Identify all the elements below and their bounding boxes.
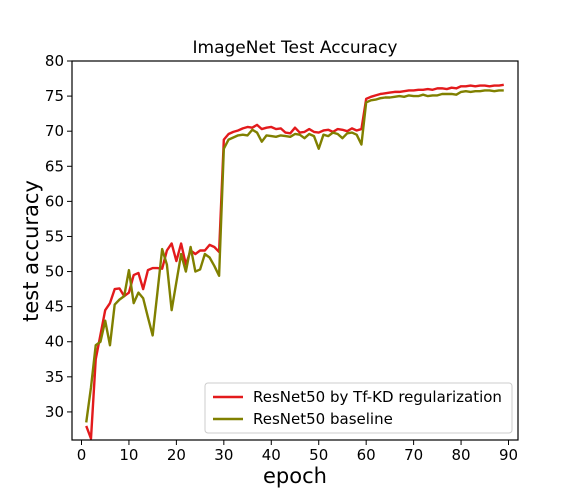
x-tick-label: 50	[309, 446, 328, 464]
x-tick-label: 60	[357, 446, 376, 464]
legend: ResNet50 by Tf-KD regularization ResNet50…	[204, 382, 513, 434]
x-axis-title: epoch	[263, 464, 327, 488]
y-tick-label: 60	[45, 192, 64, 210]
legend-label-1: ResNet50 by Tf-KD regularization	[253, 388, 502, 406]
series-line-1	[85, 83, 504, 440]
x-tick-label: 40	[262, 446, 281, 464]
y-tick-label: 65	[45, 157, 64, 175]
y-tick-label: 70	[45, 122, 64, 140]
plot-frame	[71, 60, 519, 441]
x-tick-label: 90	[499, 446, 518, 464]
y-axis: 30 35 40 45 50 55 60 65 70 75 80	[45, 52, 72, 421]
x-axis: 0 10 20 30 40 50 60 70 80 90	[77, 440, 518, 464]
y-tick-label: 45	[45, 298, 64, 316]
x-tick-label: 0	[77, 446, 87, 464]
y-tick-label: 40	[45, 333, 64, 351]
y-tick-label: 50	[45, 263, 64, 281]
y-tick-label: 35	[45, 368, 64, 386]
legend-label-2: ResNet50 baseline	[253, 410, 393, 428]
y-tick-label: 30	[45, 403, 64, 421]
x-tick-label: 30	[214, 446, 233, 464]
plot-area	[85, 83, 504, 440]
x-tick-label: 20	[167, 446, 186, 464]
x-tick-label: 70	[404, 446, 423, 464]
y-tick-label: 55	[45, 227, 64, 245]
legend-box	[204, 382, 513, 434]
y-tick-label: 80	[45, 52, 64, 70]
series-line-2	[85, 89, 504, 423]
y-tick-label: 75	[45, 87, 64, 105]
chart-title: ImageNet Test Accuracy	[193, 38, 398, 58]
y-axis-title: test accuracy	[19, 180, 43, 322]
x-tick-label: 10	[119, 446, 138, 464]
x-tick-label: 80	[452, 446, 471, 464]
